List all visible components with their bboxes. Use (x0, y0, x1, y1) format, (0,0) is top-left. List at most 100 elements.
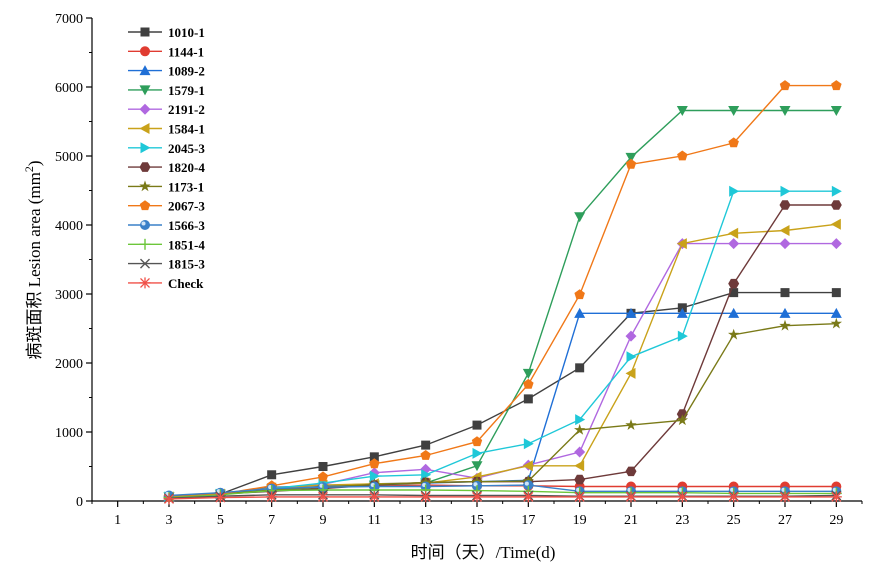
data-point (625, 466, 637, 477)
data-point (830, 218, 841, 230)
data-point (574, 423, 586, 435)
data-point (831, 288, 841, 298)
series-Check (163, 491, 842, 505)
x-tick-label: 9 (320, 513, 327, 528)
x-axis-title: 时间（天）/Time(d) (411, 543, 556, 562)
legend-label: 1144-1 (168, 44, 204, 59)
data-point (779, 225, 790, 237)
data-point (831, 185, 842, 197)
data-point (677, 303, 687, 313)
data-point (729, 185, 740, 197)
data-point (369, 470, 380, 482)
series-1010-1 (164, 288, 841, 502)
data-point (779, 319, 791, 331)
y-tick-label: 5000 (55, 150, 83, 165)
data-point (266, 491, 278, 503)
series-line (168, 489, 837, 499)
data-point (318, 462, 328, 471)
data-point (676, 491, 688, 503)
data-point (830, 307, 842, 318)
x-tick-label: 13 (419, 513, 433, 528)
data-point (625, 158, 637, 169)
legend-entry: 1089-2 (128, 64, 205, 79)
legend-entry: 2191-2 (128, 102, 205, 117)
data-point (831, 80, 842, 91)
data-point (728, 491, 740, 503)
data-point (625, 152, 637, 163)
series-line (168, 109, 837, 498)
data-point (779, 80, 791, 91)
legend-entry: 1579-1 (128, 83, 205, 98)
data-point (830, 238, 842, 250)
data-point (214, 492, 226, 504)
series-line (168, 84, 837, 498)
data-point (830, 105, 842, 116)
series-line (168, 204, 837, 498)
x-tick-label: 17 (521, 513, 535, 528)
data-point (575, 414, 586, 426)
data-point (523, 394, 533, 404)
data-point (625, 330, 637, 342)
data-point (523, 480, 534, 491)
data-point (625, 307, 637, 318)
series-line (168, 323, 837, 498)
data-point (779, 491, 791, 503)
x-tick-label: 3 (166, 513, 173, 528)
legend-label: 1584-1 (168, 122, 205, 137)
data-point (522, 460, 533, 472)
legend-entry: 1584-1 (128, 122, 205, 137)
series-line (168, 484, 837, 497)
legend-marker (139, 123, 150, 134)
y-axis-title: 病斑面积 Lesion area (mm2) (22, 160, 44, 359)
x-tick-label: 11 (368, 513, 381, 528)
data-point (421, 440, 431, 450)
legend-marker (139, 103, 151, 115)
data-point (779, 105, 791, 116)
series-line (168, 291, 837, 498)
y-tick-label: 0 (76, 495, 83, 510)
data-point (676, 105, 688, 116)
data-point (523, 438, 534, 450)
data-point (728, 137, 739, 148)
data-point (676, 238, 687, 250)
legend-label: 2067-3 (168, 199, 205, 214)
data-point (575, 363, 585, 373)
data-point (472, 447, 483, 459)
x-tick-label: 19 (573, 513, 587, 528)
data-point (728, 328, 740, 340)
data-point (421, 469, 432, 481)
data-point (830, 491, 842, 503)
legend-entry: 1010-1 (128, 25, 205, 40)
data-point (625, 419, 637, 430)
legend-label: 2191-2 (168, 102, 205, 117)
data-point (729, 288, 739, 298)
data-point (163, 493, 175, 505)
data-point (574, 212, 586, 223)
legend-marker (139, 180, 151, 192)
data-point (676, 414, 688, 426)
legend-marker (139, 65, 151, 76)
data-point (471, 491, 483, 503)
data-point (779, 307, 791, 318)
legend-entry: 1566-3 (128, 218, 205, 233)
y-tick-label: 4000 (55, 219, 83, 234)
data-point (728, 227, 739, 239)
legend-marker (139, 277, 151, 289)
y-tick-label: 3000 (55, 288, 83, 303)
y-tick-label: 7000 (55, 12, 83, 27)
x-tick-label: 5 (217, 513, 224, 528)
data-point (472, 420, 482, 430)
legend-marker (140, 46, 150, 57)
x-tick-label: 21 (624, 513, 638, 528)
y-tick-label: 6000 (55, 81, 83, 96)
legend-entry: 2067-3 (128, 199, 205, 214)
data-point (369, 452, 379, 462)
data-point (574, 491, 586, 503)
data-point (420, 491, 432, 503)
data-point (574, 460, 585, 472)
data-point (574, 474, 586, 485)
series-line (168, 223, 837, 498)
legend-marker (140, 220, 150, 230)
x-tick-label: 7 (268, 513, 275, 528)
legend-marker (139, 85, 151, 96)
